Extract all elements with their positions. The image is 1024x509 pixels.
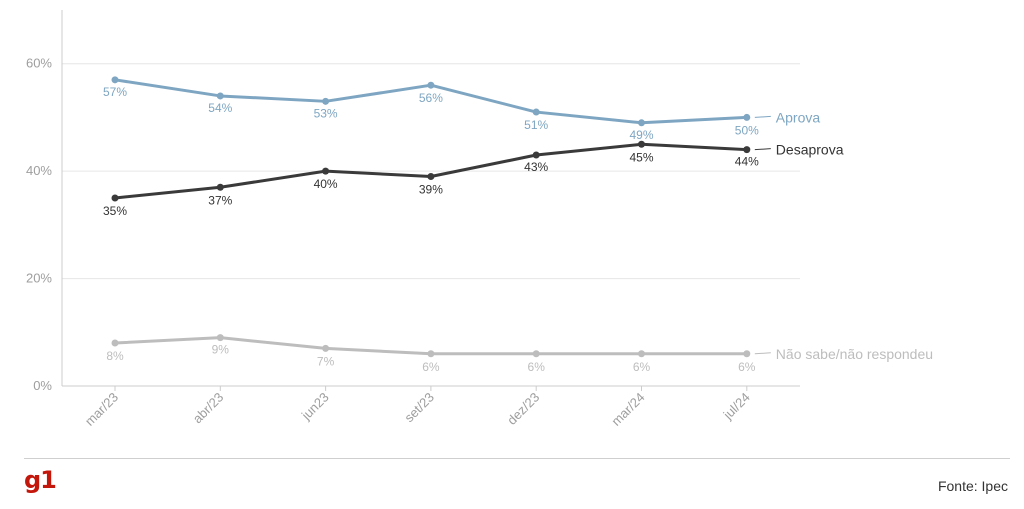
data-label-aprova: 56% (419, 91, 443, 105)
data-point-aprova (638, 119, 645, 127)
data-point-aprova (216, 92, 224, 100)
series-leader-desaprova (754, 148, 771, 151)
data-label-aprova: 54% (208, 101, 232, 115)
data-label-nao_sabe: 6% (528, 360, 546, 374)
data-label-desaprova: 43% (524, 160, 548, 174)
series-leader-nao_sabe (754, 352, 771, 355)
y-tick-label: 0% (33, 378, 52, 393)
data-point-aprova (322, 97, 330, 105)
x-tick-label: set/23 (401, 390, 437, 426)
data-point-nao_sabe (322, 344, 330, 352)
x-tick-label: jun23 (298, 390, 332, 424)
label-layer: 57% 54% 53% 56% 51% 49% 50% Aprova 35% 37% 40% 39% 4… (103, 85, 933, 374)
data-point-desaprova (532, 151, 540, 159)
data-point-aprova (427, 81, 435, 89)
data-point-nao_sabe (743, 350, 751, 358)
series-name-nao_sabe: Não sabe/não respondeu (776, 346, 933, 362)
data-label-aprova: 51% (524, 118, 548, 132)
data-point-desaprova (216, 183, 224, 191)
grid-layer (62, 63, 800, 280)
x-tick-label: abr/23 (190, 390, 227, 427)
x-tick-label: jul/24 (720, 390, 753, 423)
source-note: Fonte: Ipec (937, 478, 1008, 494)
data-label-nao_sabe: 6% (738, 360, 756, 374)
data-point-aprova (532, 108, 540, 116)
data-label-desaprova: 37% (208, 193, 232, 207)
g1-logo: g1 (24, 466, 57, 494)
data-point-nao_sabe (532, 350, 540, 358)
series-leader-aprova (754, 115, 771, 118)
data-point-desaprova (638, 140, 645, 148)
footer-divider (24, 458, 1010, 459)
x-tick-label: dez/23 (504, 390, 542, 428)
y-tick-label: 20% (26, 271, 52, 286)
data-label-desaprova: 45% (629, 150, 653, 164)
data-label-aprova: 50% (735, 123, 759, 137)
data-point-nao_sabe (427, 350, 435, 358)
data-label-nao_sabe: 6% (633, 360, 651, 374)
line-chart: 0% 20% 40% 60% mar/23 abr/23 jun23 set/23 dez/23… (26, 10, 933, 429)
series-name-aprova: Aprova (776, 109, 821, 125)
x-tick-label: mar/24 (608, 390, 647, 429)
data-label-aprova: 53% (314, 106, 338, 120)
data-point-desaprova (743, 146, 751, 154)
data-point-aprova (743, 113, 751, 121)
data-point-nao_sabe (111, 339, 119, 347)
x-tick-label: mar/23 (82, 390, 121, 429)
y-tick-label: 40% (26, 163, 52, 178)
data-label-desaprova: 35% (103, 204, 127, 218)
data-label-nao_sabe: 8% (106, 349, 124, 363)
y-tick-label: 60% (26, 56, 52, 71)
data-point-desaprova (111, 194, 119, 202)
data-label-aprova: 57% (103, 85, 127, 99)
data-label-nao_sabe: 6% (422, 360, 440, 374)
data-label-nao_sabe: 9% (212, 343, 230, 357)
data-label-nao_sabe: 7% (317, 354, 335, 368)
data-label-aprova: 49% (629, 128, 653, 142)
axis-layer: 0% 20% 40% 60% mar/23 abr/23 jun23 set/23 dez/23… (26, 10, 800, 429)
data-point-aprova (111, 76, 119, 84)
data-point-desaprova (322, 167, 330, 175)
data-point-nao_sabe (638, 350, 645, 358)
series-name-desaprova: Desaprova (776, 142, 844, 158)
data-label-desaprova: 44% (735, 155, 759, 169)
data-label-desaprova: 39% (419, 183, 443, 197)
data-point-desaprova (427, 173, 435, 181)
series-layer (111, 76, 751, 358)
data-label-desaprova: 40% (314, 177, 338, 191)
data-point-nao_sabe (216, 334, 224, 342)
